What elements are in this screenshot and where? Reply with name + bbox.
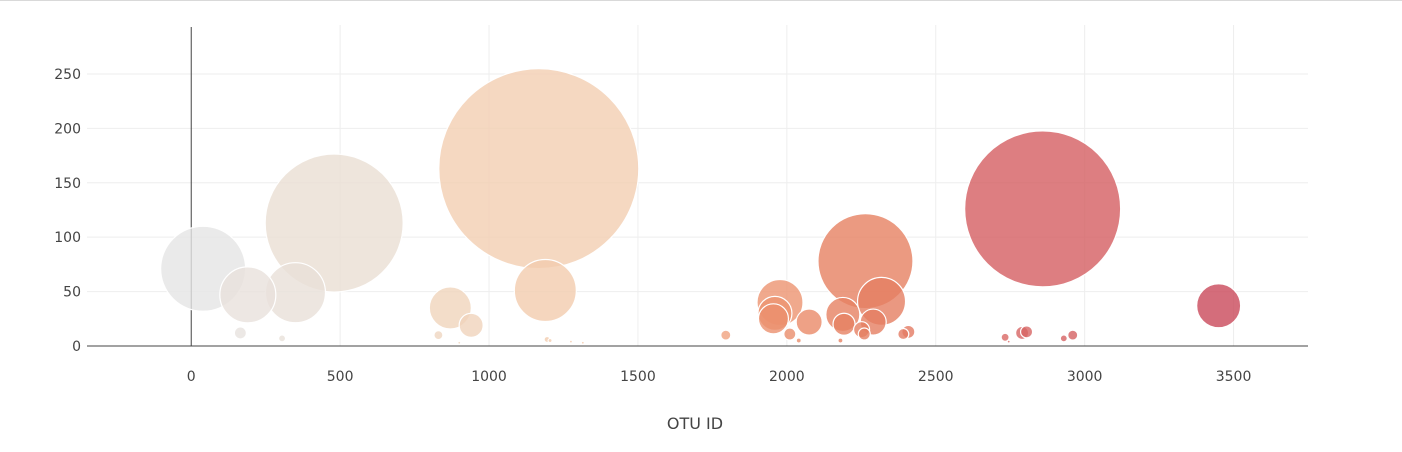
bubble-point[interactable] [897,327,910,341]
bubble-point[interactable] [233,326,247,340]
x-tick-label: 0 [187,369,196,385]
y-tick-label: 0 [72,339,81,355]
top-border [0,0,1402,1]
bubble-point[interactable] [513,258,577,323]
y-tick-label: 200 [54,121,81,137]
bubble-point[interactable] [458,312,484,338]
x-tick-label: 3500 [1216,369,1252,385]
bubble-point[interactable] [1067,329,1079,341]
y-tick-label: 50 [63,285,81,301]
bubble-point[interactable] [264,153,404,293]
x-tick-label: 2500 [918,369,954,385]
bubble-point[interactable] [277,334,287,343]
bubble-point[interactable] [964,130,1122,288]
x-tick-label: 3000 [1067,369,1103,385]
bubble-point[interactable] [1000,332,1010,342]
bubble-point[interactable] [837,337,844,344]
bubble-point[interactable] [547,337,553,344]
bubble-point[interactable] [1059,334,1068,343]
y-tick-label: 150 [54,176,81,192]
bubble-point[interactable] [457,340,462,345]
bubble-point[interactable] [1006,339,1011,344]
bubble-point[interactable] [795,308,823,336]
bubble-point[interactable] [433,330,444,341]
bubble-layer [160,68,1242,345]
bubble-point[interactable] [438,68,640,270]
bubble-point[interactable] [219,266,277,324]
x-tick-label: 1000 [471,369,507,385]
tick-label-layer: 0 500 1000 1500 2000 2500 3000 3500 0 50 100 150 200… [54,67,1251,385]
bubble-point[interactable] [757,303,790,335]
bubble-point[interactable] [568,339,574,344]
bubble-point[interactable] [720,329,732,341]
bubble-point[interactable] [1019,325,1034,339]
bubble-point[interactable] [795,337,802,344]
y-tick-label: 100 [54,230,81,246]
bubble-point[interactable] [832,312,856,336]
x-tick-label: 1500 [620,369,656,385]
x-axis-title: OTU ID [667,414,723,433]
y-tick-label: 250 [54,67,81,83]
bubble-point[interactable] [857,327,871,341]
bubble-point[interactable] [580,340,585,345]
x-tick-label: 500 [327,369,354,385]
bubble-point[interactable] [1196,283,1242,329]
x-tick-label: 2000 [769,369,805,385]
bubble-point[interactable] [783,327,797,341]
